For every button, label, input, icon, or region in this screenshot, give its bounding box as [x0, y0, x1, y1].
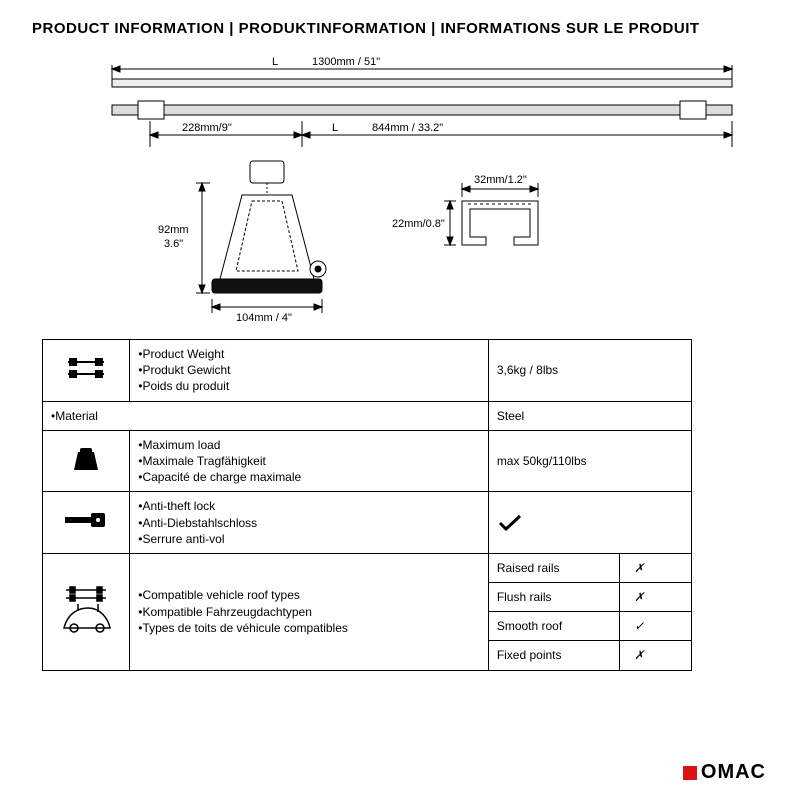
compat-labels: •Compatible vehicle roof types •Kompatib… [130, 553, 489, 670]
svg-text:L: L [272, 56, 278, 68]
compat-row-val: ✗ [620, 583, 692, 612]
compat-row-name: Smooth roof [488, 612, 619, 641]
row-maxload: •Maximum load •Maximale Tragfähigkeit •C… [43, 430, 692, 492]
svg-text:104mm / 4": 104mm / 4" [236, 312, 292, 321]
load-icon [43, 430, 130, 492]
svg-text:3.6": 3.6" [164, 238, 183, 250]
row-antitheft: •Anti-theft lock •Anti-Diebstahlschloss … [43, 492, 692, 554]
compat-row-name: Raised rails [488, 553, 619, 582]
brand-logo: OMAC [683, 761, 766, 784]
lock-icon [43, 492, 130, 554]
svg-text:1300mm / 51": 1300mm / 51" [312, 56, 380, 68]
compat-row-val: ✓ [620, 612, 692, 641]
spec-table: •Product Weight •Produkt Gewicht •Poids … [42, 339, 692, 671]
car-icon [43, 553, 130, 670]
antitheft-labels: •Anti-theft lock •Anti-Diebstahlschloss … [130, 492, 489, 554]
dimension-diagram: L 1300mm / 51" 228mm/9" L 844mm / 33.2" [32, 51, 768, 321]
logo-square-icon [683, 766, 697, 780]
material-value: Steel [488, 401, 691, 430]
compat-row-val: ✗ [620, 553, 692, 582]
svg-text:844mm / 33.2": 844mm / 33.2" [372, 122, 443, 134]
svg-text:92mm: 92mm [158, 224, 189, 236]
antitheft-value [488, 492, 691, 554]
maxload-value: max 50kg/110lbs [488, 430, 691, 492]
compat-row-name: Fixed points [488, 641, 619, 670]
weight-icon [43, 340, 130, 402]
svg-text:22mm/0.8": 22mm/0.8" [392, 218, 445, 230]
svg-text:228mm/9": 228mm/9" [182, 122, 232, 134]
compat-row-val: ✗ [620, 641, 692, 670]
logo-text: OMAC [701, 761, 766, 784]
material-label: •Material [43, 401, 489, 430]
weight-labels: •Product Weight •Produkt Gewicht •Poids … [130, 340, 489, 402]
row-material: •Material Steel [43, 401, 692, 430]
weight-value: 3,6kg / 8lbs [488, 340, 691, 402]
page-title: PRODUCT INFORMATION | PRODUKTINFORMATION… [32, 20, 768, 37]
maxload-labels: •Maximum load •Maximale Tragfähigkeit •C… [130, 430, 489, 492]
row-weight: •Product Weight •Produkt Gewicht •Poids … [43, 340, 692, 402]
compat-row-name: Flush rails [488, 583, 619, 612]
row-compat-0: •Compatible vehicle roof types •Kompatib… [43, 553, 692, 582]
svg-text:32mm/1.2": 32mm/1.2" [474, 174, 527, 186]
svg-text:L: L [332, 122, 338, 134]
